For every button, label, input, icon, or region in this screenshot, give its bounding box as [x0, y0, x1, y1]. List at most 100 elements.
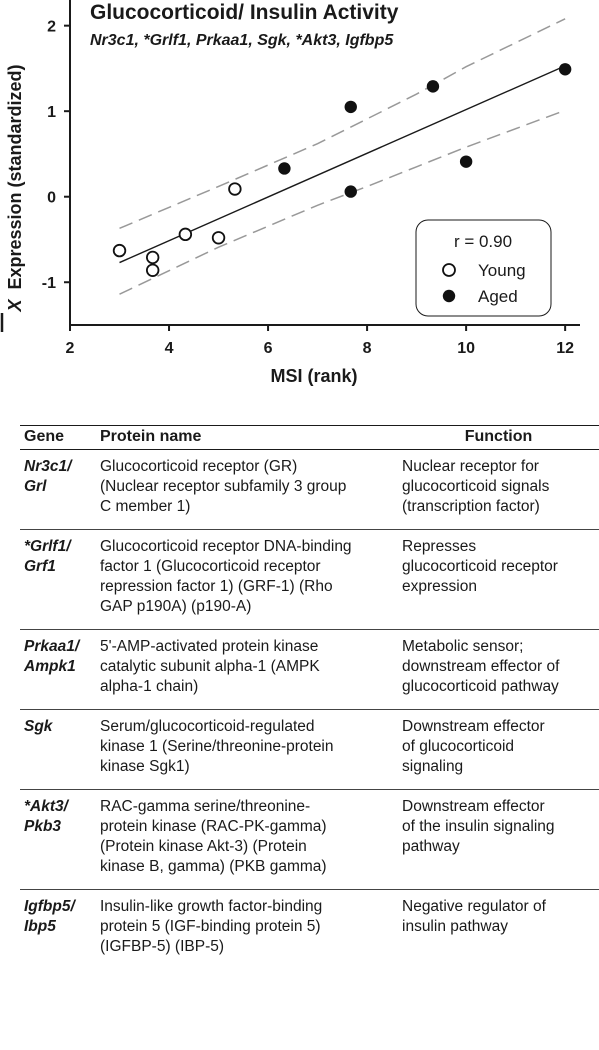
- protein-name-cell-line: kinase 1 (Serine/threonine-protein: [100, 738, 334, 755]
- x-tick-label: 10: [457, 340, 475, 357]
- function-cell-line: downstream effector of: [402, 658, 560, 675]
- y-axis-label-group: X Expression (standardized): [5, 64, 25, 312]
- protein-name-cell-line: Serum/glucocorticoid-regulated: [100, 718, 315, 735]
- protein-name-cell-line: Glucocorticoid receptor DNA-binding: [100, 538, 352, 555]
- data-point-young: [145, 250, 160, 265]
- function-cell-line: of glucocorticoid: [402, 738, 515, 755]
- protein-name-cell-line: factor 1 (Glucocorticoid receptor: [100, 558, 321, 575]
- chart-title: Glucocorticoid/ Insulin Activity: [90, 1, 399, 24]
- regression-line: [119, 65, 566, 264]
- protein-name-cell-line: protein 5 (IGF-binding protein 5): [100, 918, 321, 935]
- protein-name-cell-line: 5'-AMP-activated protein kinase: [100, 638, 319, 655]
- gene-cell-line: Ampk1: [24, 658, 76, 675]
- protein-name-cell-line: RAC-gamma serine/threonine-: [100, 798, 311, 815]
- function-cell-line: insulin pathway: [402, 918, 508, 935]
- y-tick-label: 1: [47, 104, 56, 121]
- column-header-function: Function: [398, 425, 599, 450]
- gene-cell: Prkaa1/Ampk1: [20, 629, 96, 710]
- table-row: *Grlf1/Grf1 Glucocorticoid receptor DNA-b…: [20, 529, 599, 630]
- x-tick-label: 12: [556, 340, 574, 357]
- gene-cell: Sgk: [20, 709, 96, 790]
- x-tick-label: 6: [264, 340, 273, 357]
- data-point-young: [228, 182, 242, 196]
- protein-name-cell-line: GAP p190A) (p190-A): [100, 598, 252, 615]
- function-cell-line: Represses: [402, 538, 477, 555]
- gene-cell-line: Pkb3: [24, 818, 62, 835]
- y-tick-label: 2: [47, 19, 56, 36]
- protein-name-cell-line: kinase B, gamma) (PKB gamma): [100, 858, 327, 875]
- function-cell-line: (transcription factor): [402, 498, 540, 515]
- x-axis-label: MSI (rank): [270, 366, 357, 386]
- table-row: Igfbp5/Ibp5 Insulin-like growth factor-bi…: [20, 890, 599, 970]
- data-point-aged: [344, 185, 357, 198]
- gene-cell: *Akt3/Pkb3: [20, 789, 96, 890]
- confidence-band-upper: [119, 18, 566, 230]
- data-point-young: [178, 227, 193, 242]
- gene-table: Gene Protein name Function Nr3c1/Grl Gluc…: [20, 425, 599, 969]
- gene-cell-line: Grl: [24, 478, 47, 495]
- gene-cell-line: *Grlf1/: [24, 538, 71, 555]
- column-header-gene: Gene: [20, 425, 96, 450]
- confidence-band-lower: [119, 109, 566, 295]
- protein-name-cell-line: repression factor 1) (GRF-1) (Rho: [100, 578, 333, 595]
- correlation-annotation: r = 0.90: [454, 232, 512, 251]
- data-point-aged: [344, 100, 357, 114]
- protein-name-cell: RAC-gamma serine/threonine-protein kinas…: [96, 789, 398, 890]
- protein-name-cell-line: Insulin-like growth factor-binding: [100, 898, 323, 915]
- legend-marker-young: [442, 263, 456, 277]
- function-cell: Downstream effector of glucocorticoid sign…: [398, 709, 599, 790]
- function-cell-line: Negative regulator of: [402, 898, 546, 915]
- table-header-row: Gene Protein name Function: [20, 425, 599, 450]
- y-axis-label: Expression (standardized): [5, 64, 25, 289]
- gene-cell: Nr3c1/Grl: [20, 449, 96, 530]
- protein-name-cell-line: (IGFBP-5) (IBP-5): [100, 938, 225, 955]
- table-body: Nr3c1/Grl Glucocorticoid receptor (GR) (Nu…: [20, 449, 599, 970]
- table-row: Nr3c1/Grl Glucocorticoid receptor (GR) (Nu…: [20, 449, 599, 530]
- data-point-aged: [278, 162, 291, 175]
- function-cell: Negative regulator of insulin pathway: [398, 890, 599, 970]
- protein-name-cell-line: (Nuclear receptor subfamily 3 group: [100, 478, 347, 495]
- y-tick-label: 0: [47, 190, 56, 207]
- gene-cell: *Grlf1/Grf1: [20, 529, 96, 630]
- function-cell-line: signaling: [402, 758, 464, 775]
- chart-subtitle: Nr3c1, *Grlf1, Prkaa1, Sgk, *Akt3, Igfbp…: [90, 32, 394, 49]
- legend-marker-aged: [442, 289, 456, 303]
- y-tick-label: -1: [42, 275, 56, 292]
- gene-cell-line: Prkaa1/: [24, 638, 80, 655]
- function-cell: Metabolic sensor; downstream effector of g…: [398, 629, 599, 710]
- protein-name-cell-line: kinase Sgk1): [100, 758, 190, 775]
- table-row: Prkaa1/Ampk1 5'-AMP-activated protein kin…: [20, 629, 599, 710]
- function-cell-line: glucocorticoid pathway: [402, 678, 559, 695]
- data-point-young: [145, 263, 160, 277]
- legend-label-aged: Aged: [478, 287, 518, 306]
- function-cell: Represses glucocorticoid receptor expressi…: [398, 529, 599, 630]
- svg-text:X Expression (standardiz: X Expression (standardized): [5, 64, 25, 312]
- protein-name-cell: Insulin-like growth factor-binding protei…: [96, 890, 398, 970]
- gene-cell-line: *Akt3/: [24, 798, 68, 815]
- protein-name-cell: 5'-AMP-activated protein kinase catalytic…: [96, 629, 398, 710]
- x-tick-label: 8: [363, 340, 372, 357]
- legend-label-young: Young: [478, 261, 526, 280]
- gene-cell-line: Ibp5: [24, 918, 56, 935]
- protein-name-cell-line: (Protein kinase Akt-3) (Protein: [100, 838, 307, 855]
- function-cell-line: Metabolic sensor;: [402, 638, 524, 655]
- function-cell-line: glucocorticoid signals: [402, 478, 550, 495]
- scatter-chart: Glucocorticoid/ Insulin Activity Nr3c1, …: [0, 0, 580, 386]
- protein-name-cell-line: alpha-1 chain): [100, 678, 199, 695]
- function-cell-line: expression: [402, 578, 477, 595]
- data-point-aged: [426, 80, 440, 93]
- protein-name-cell: Glucocorticoid receptor (GR) (Nuclear rec…: [96, 449, 398, 530]
- data-point-young: [112, 243, 127, 258]
- y-axis-label-symbol: X: [5, 299, 25, 313]
- function-cell-line: pathway: [402, 838, 460, 855]
- data-point-aged: [459, 155, 473, 168]
- protein-name-cell-line: catalytic subunit alpha-1 (AMPK: [100, 658, 320, 675]
- column-header-protein: Protein name: [96, 425, 398, 450]
- data-point-aged: [558, 63, 572, 76]
- x-tick-label: 2: [66, 340, 75, 357]
- protein-name-cell-line: Glucocorticoid receptor (GR): [100, 458, 298, 475]
- function-cell-line: glucocorticoid receptor: [402, 558, 558, 575]
- protein-name-cell: Glucocorticoid receptor DNA-binding facto…: [96, 529, 398, 630]
- function-cell: Downstream effector of the insulin signal…: [398, 789, 599, 890]
- gene-cell: Igfbp5/Ibp5: [20, 890, 96, 970]
